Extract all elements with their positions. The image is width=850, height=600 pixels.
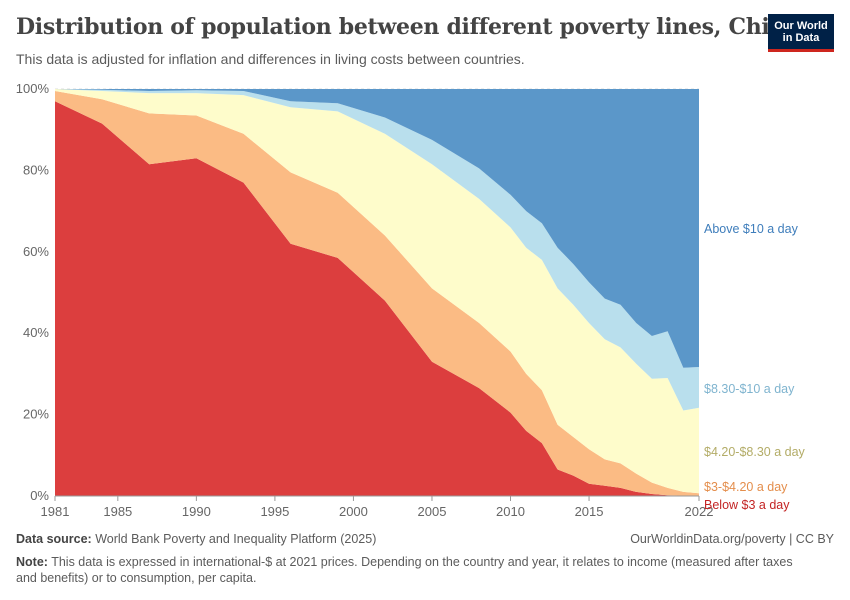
owid-logo[interactable]: Our World in Data <box>768 14 834 52</box>
y-tick-label: 20% <box>23 407 49 422</box>
x-tick-label: 2015 <box>575 504 604 519</box>
chart-subtitle: This data is adjusted for inflation and … <box>16 51 525 67</box>
series-label[interactable]: Above $10 a day <box>704 222 799 236</box>
series-label[interactable]: $4.20-$8.30 a day <box>704 445 806 459</box>
area-series-4[interactable] <box>55 89 699 368</box>
area-series-2[interactable] <box>55 89 699 494</box>
area-series-1[interactable] <box>55 91 699 496</box>
chart-area: 0% 20% 40% 60% 80% 100% 1981 1985 1990 1995 2000 20… <box>16 81 806 519</box>
x-tick-label: 1981 <box>41 504 70 519</box>
chart-title: Distribution of population between diffe… <box>16 14 800 40</box>
series-label[interactable]: Below $3 a day <box>704 498 790 512</box>
x-tick-label: 2000 <box>339 504 368 519</box>
x-tick-label: 2010 <box>496 504 525 519</box>
area-series-0[interactable] <box>55 101 699 496</box>
x-tick-label: 1995 <box>260 504 289 519</box>
data-source: Data source: World Bank Poverty and Ineq… <box>16 532 376 546</box>
x-tick-label: 1985 <box>103 504 132 519</box>
series-labels: Above $10 a day $8.30-$10 a day $4.20-$8.3… <box>704 222 806 512</box>
y-tick-label: 100% <box>16 81 50 96</box>
source-label: Data source: <box>16 532 92 546</box>
axes: 0% 20% 40% 60% 80% 100% 1981 1985 1990 1995 2000 20… <box>16 81 714 519</box>
y-tick-label: 80% <box>23 162 49 177</box>
logo-accent-bar <box>768 49 834 52</box>
source-url[interactable]: OurWorldinData.org/poverty | CC BY <box>630 532 834 546</box>
source-text[interactable]: World Bank Poverty and Inequality Platfo… <box>95 532 377 546</box>
y-tick-label: 60% <box>23 244 49 259</box>
y-tick-label: 40% <box>23 325 49 340</box>
y-tick-label: 0% <box>30 488 49 503</box>
series-label[interactable]: $8.30-$10 a day <box>704 382 795 396</box>
stacked-areas <box>55 89 699 496</box>
x-tick-label: 2022 <box>685 504 714 519</box>
logo-text-line1: Our World <box>774 20 828 32</box>
x-tick-label: 2005 <box>418 504 447 519</box>
series-label[interactable]: $3-$4.20 a day <box>704 480 788 494</box>
note-text: This data is expressed in international-… <box>16 555 793 585</box>
x-tick-label: 1990 <box>182 504 211 519</box>
note-label: Note: <box>16 555 48 569</box>
logo-text-line2: in Data <box>782 32 820 44</box>
chart-note: Note: This data is expressed in internat… <box>16 554 816 586</box>
